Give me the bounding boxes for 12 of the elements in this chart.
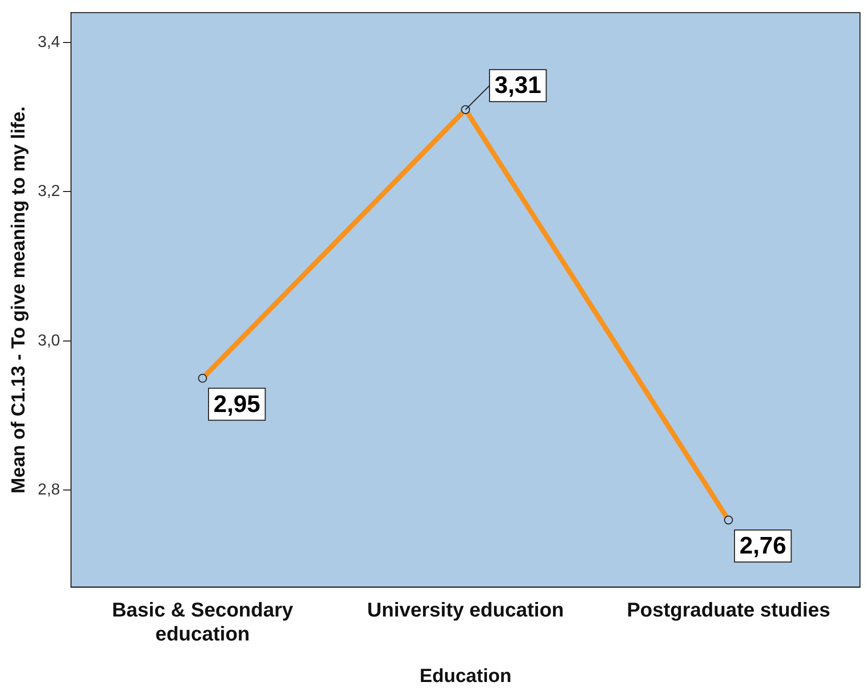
- y-tick-label: 3,4: [38, 34, 60, 51]
- data-label: 2,76: [740, 532, 786, 560]
- x-tick-label: Postgraduate studies: [626, 600, 830, 622]
- y-tick-label: 3,2: [38, 183, 60, 200]
- y-tick-label: 3,0: [38, 332, 60, 350]
- x-tick-label: University education: [367, 600, 564, 622]
- x-tick-label: Basic & Secondary education: [112, 600, 294, 646]
- data-label: 3,31: [494, 72, 542, 100]
- y-tick-label: 2,8: [38, 482, 60, 499]
- data-label: 2,95: [214, 390, 260, 418]
- y-axis-title: Mean of C1.13 - To give meaning to my life.: [8, 106, 30, 494]
- x-axis-title: Education: [420, 666, 512, 687]
